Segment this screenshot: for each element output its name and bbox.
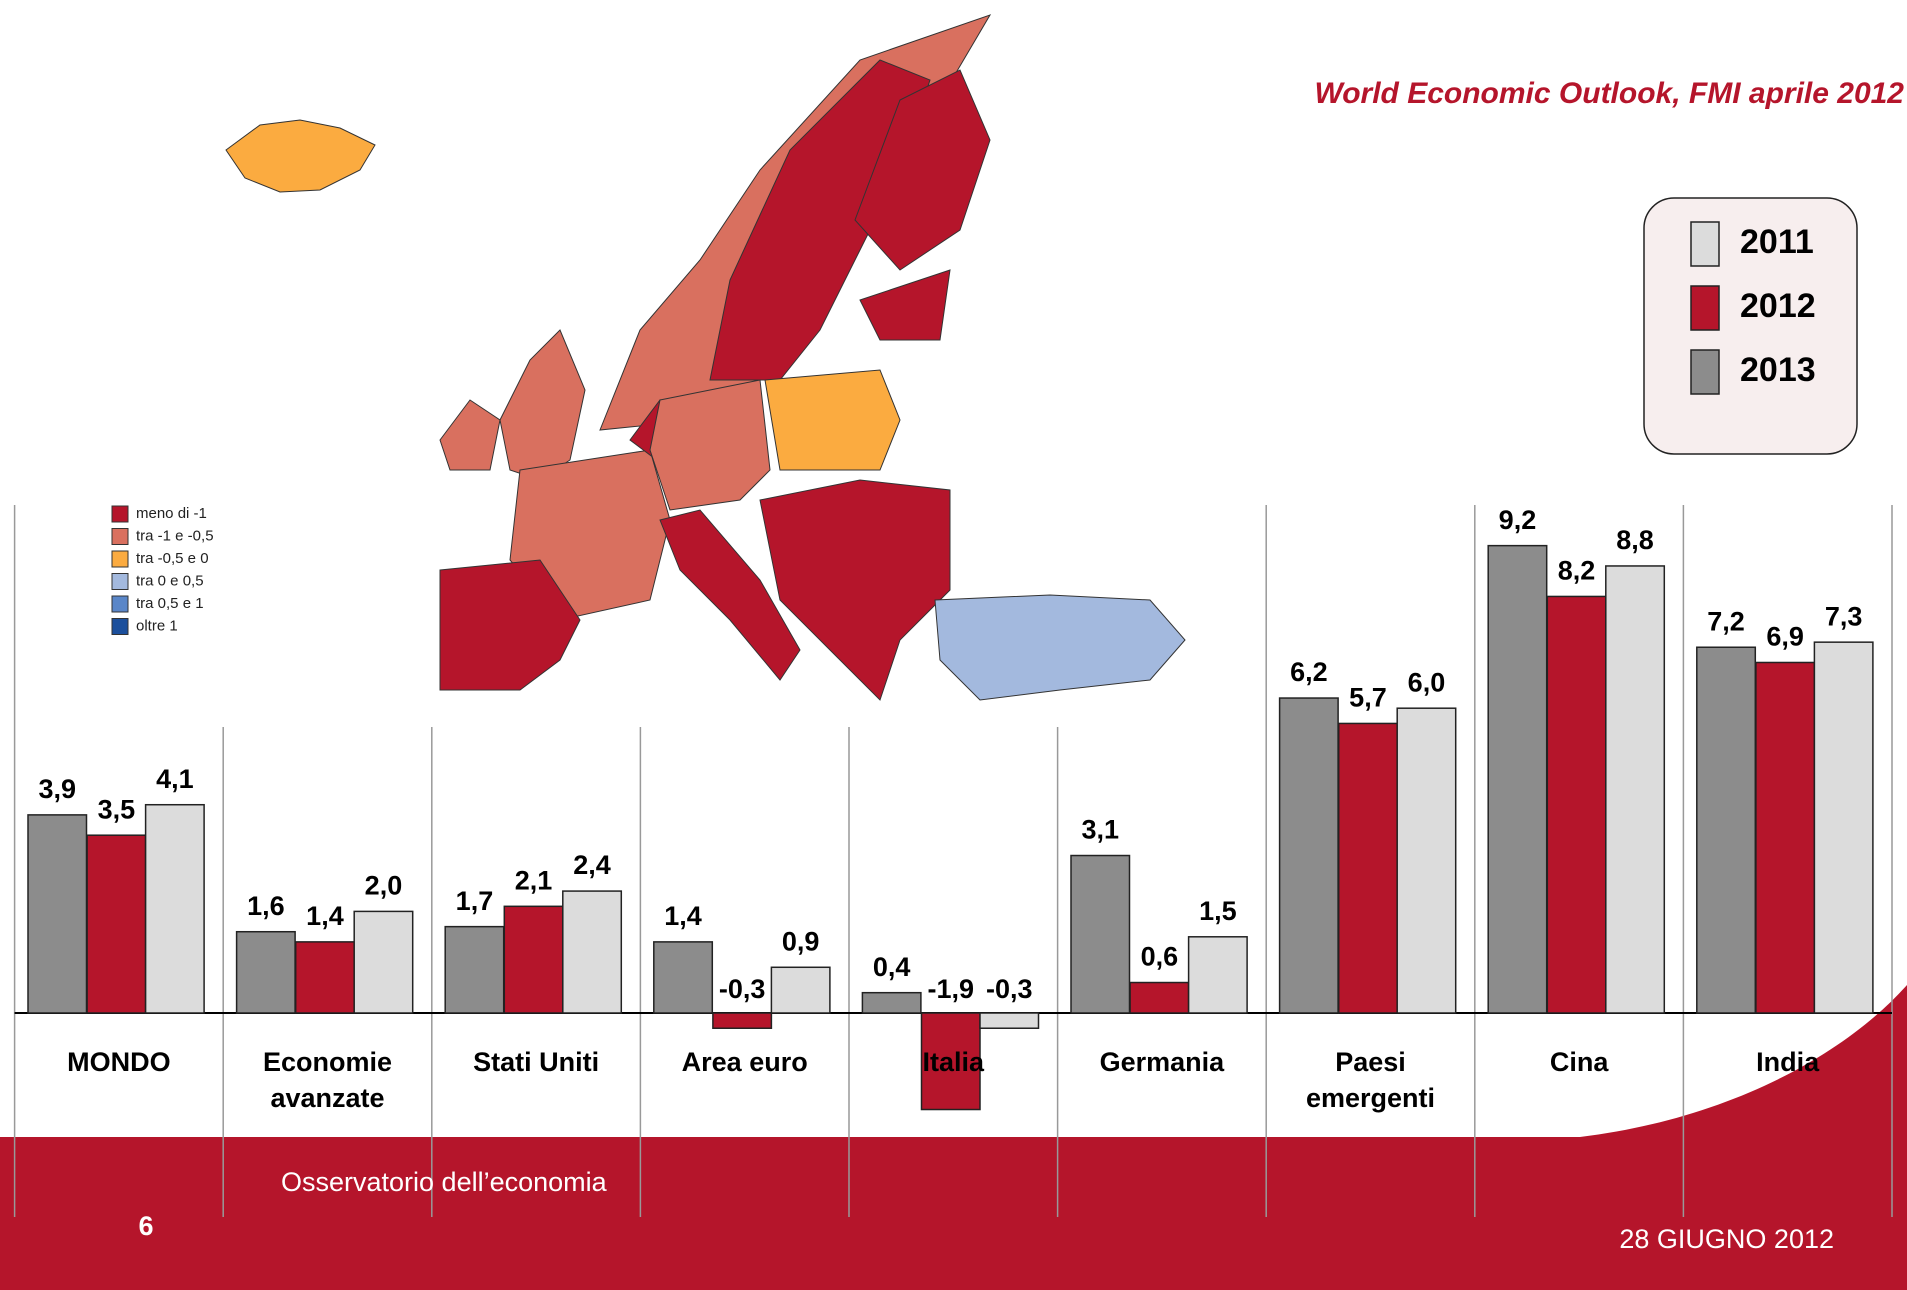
value-label: 7,3 [1825,601,1863,631]
bar [1605,565,1666,1014]
bar [503,905,564,1014]
bar [444,925,505,1014]
x-tick-label: Economie avanzate [262,1047,393,1113]
footer-band [0,985,1907,1290]
map-legend-label: tra 0 e 0,5 [136,572,204,589]
bar [1278,697,1339,1014]
bar [1487,544,1548,1014]
legend-label: 2013 [1740,351,1816,389]
value-label: 6,2 [1290,657,1328,687]
legend-swatch [1690,349,1720,395]
bar [712,1012,773,1029]
map-legend-swatch [111,573,129,590]
value-label: 1,4 [664,901,702,931]
value-label: 8,8 [1616,525,1654,555]
bar [353,910,414,1014]
x-tick-label: Cina [1549,1047,1609,1077]
bar [562,890,623,1014]
value-label: -1,9 [927,974,974,1004]
bar [1396,707,1457,1014]
bar [1546,595,1607,1014]
value-label: 5,7 [1349,683,1387,713]
map-legend-swatch [111,618,129,635]
x-tick-label: Italia [922,1047,985,1077]
bar [1813,641,1874,1014]
map-legend-swatch [111,595,129,613]
x-tick-label: India [1756,1047,1820,1077]
value-label: 1,6 [247,891,285,921]
legend-swatch [1690,221,1720,267]
bar [294,941,355,1014]
value-label: 1,7 [456,886,494,916]
value-label: 0,9 [782,926,820,956]
value-label: 1,5 [1199,896,1237,926]
bar [1337,722,1398,1014]
bar [770,966,831,1014]
map-legend-label: oltre 1 [136,617,178,634]
value-label: 6,9 [1766,622,1804,652]
bar [86,834,147,1014]
value-label: 4,1 [156,764,194,794]
legend-label: 2012 [1740,287,1816,325]
value-label: 7,2 [1707,606,1745,636]
bar [1755,661,1816,1014]
bar [1187,936,1248,1014]
x-tick-label: Area euro [681,1047,808,1077]
bar [979,1012,1040,1029]
bar [1696,646,1757,1014]
footer-source: Osservatorio dell’economia [281,1167,608,1197]
map-legend-swatch [111,505,129,523]
bar [144,803,205,1014]
map-legend-label: tra -1 e -0,5 [136,527,214,544]
value-label: -0,3 [719,974,766,1004]
legend-label: 2011 [1740,223,1814,261]
bar [1070,854,1131,1014]
bar [1129,981,1190,1014]
value-label: 9,2 [1499,505,1537,535]
map-legend-swatch [111,528,129,545]
x-tick-label: MONDO [67,1047,171,1077]
bar [653,941,714,1014]
footer-date: 28 GIUGNO 2012 [1619,1224,1834,1254]
map-legend-label: tra -0,5 e 0 [136,550,209,567]
value-label: 8,2 [1558,556,1596,586]
x-tick-label: Germania [1099,1047,1225,1077]
map-legend-label: tra 0,5 e 1 [136,595,204,612]
value-label: 2,0 [365,871,403,901]
value-label: 0,4 [873,952,911,982]
map-legend-swatch [111,550,129,568]
bar [27,814,88,1014]
value-label: 3,1 [1081,815,1119,845]
value-label: 2,4 [573,850,611,880]
page-number: 6 [138,1211,153,1241]
value-label: -0,3 [986,974,1033,1004]
value-label: 3,5 [98,794,136,824]
value-label: 0,6 [1141,942,1179,972]
bar [920,1012,981,1111]
value-label: 2,1 [515,865,553,895]
value-label: 1,4 [306,901,344,931]
x-tick-label: Paesi emergenti [1305,1047,1436,1113]
bar [235,930,296,1014]
x-tick-label: Stati Uniti [473,1047,600,1077]
subtitle: World Economic Outlook, FMI aprile 2012 [1314,77,1904,110]
legend-swatch [1690,285,1720,331]
europe-map [225,14,1186,701]
value-label: 6,0 [1408,667,1446,697]
value-label: 3,9 [38,774,76,804]
map-legend-label: meno di -1 [136,505,207,522]
bar [861,991,922,1014]
